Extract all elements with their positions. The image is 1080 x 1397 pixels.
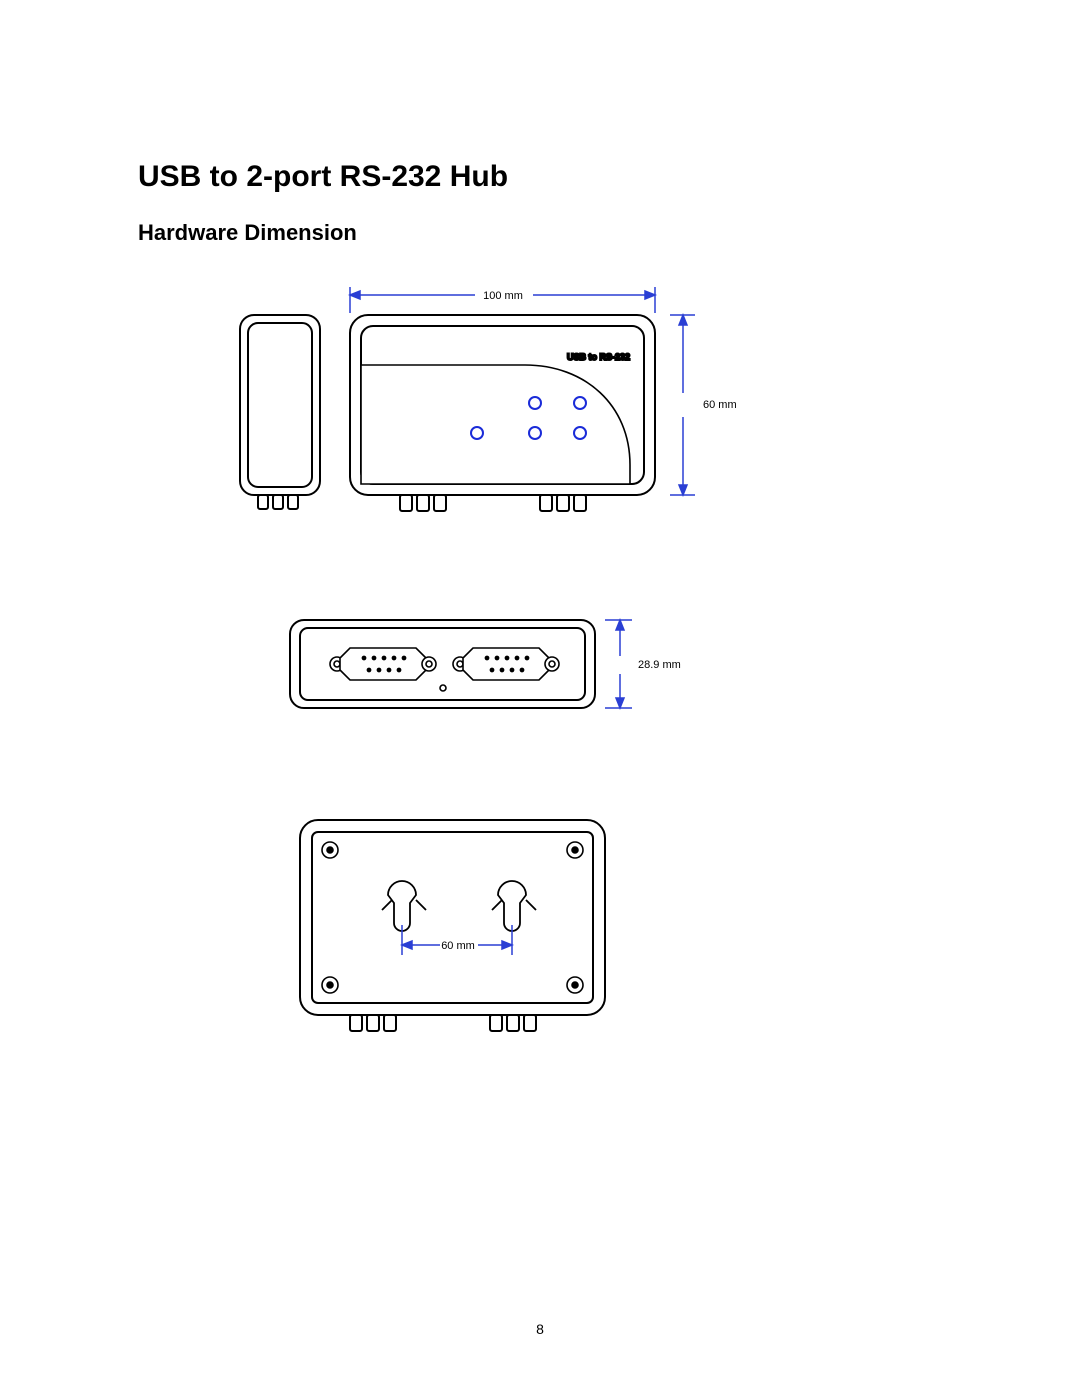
bottom-view-body bbox=[300, 820, 605, 1031]
depth-dimension-label: 60 mm bbox=[703, 399, 737, 411]
mount-spacing-label: 60 mm bbox=[441, 940, 475, 952]
front-view-figure: 28.9 mm bbox=[280, 590, 780, 750]
page-title: USB to 2-port RS-232 Hub bbox=[138, 160, 508, 194]
height-dimension bbox=[605, 620, 632, 708]
top-view-figure: 100 mm USB to RS-232 bbox=[225, 265, 845, 545]
height-dimension-label: 28.9 mm bbox=[638, 659, 681, 671]
front-view-body bbox=[290, 620, 595, 708]
top-view-body: USB to RS-232 bbox=[350, 315, 655, 511]
depth-dimension bbox=[670, 315, 695, 495]
document-page: USB to 2-port RS-232 Hub Hardware Dimens… bbox=[0, 0, 1080, 1397]
width-dimension-label: 100 mm bbox=[483, 290, 523, 302]
page-number: 8 bbox=[536, 1321, 544, 1337]
section-heading: Hardware Dimension bbox=[138, 220, 357, 246]
bottom-view-figure: 60 mm bbox=[280, 800, 700, 1080]
side-profile bbox=[240, 315, 320, 509]
device-label: USB to RS-232 bbox=[567, 352, 630, 362]
